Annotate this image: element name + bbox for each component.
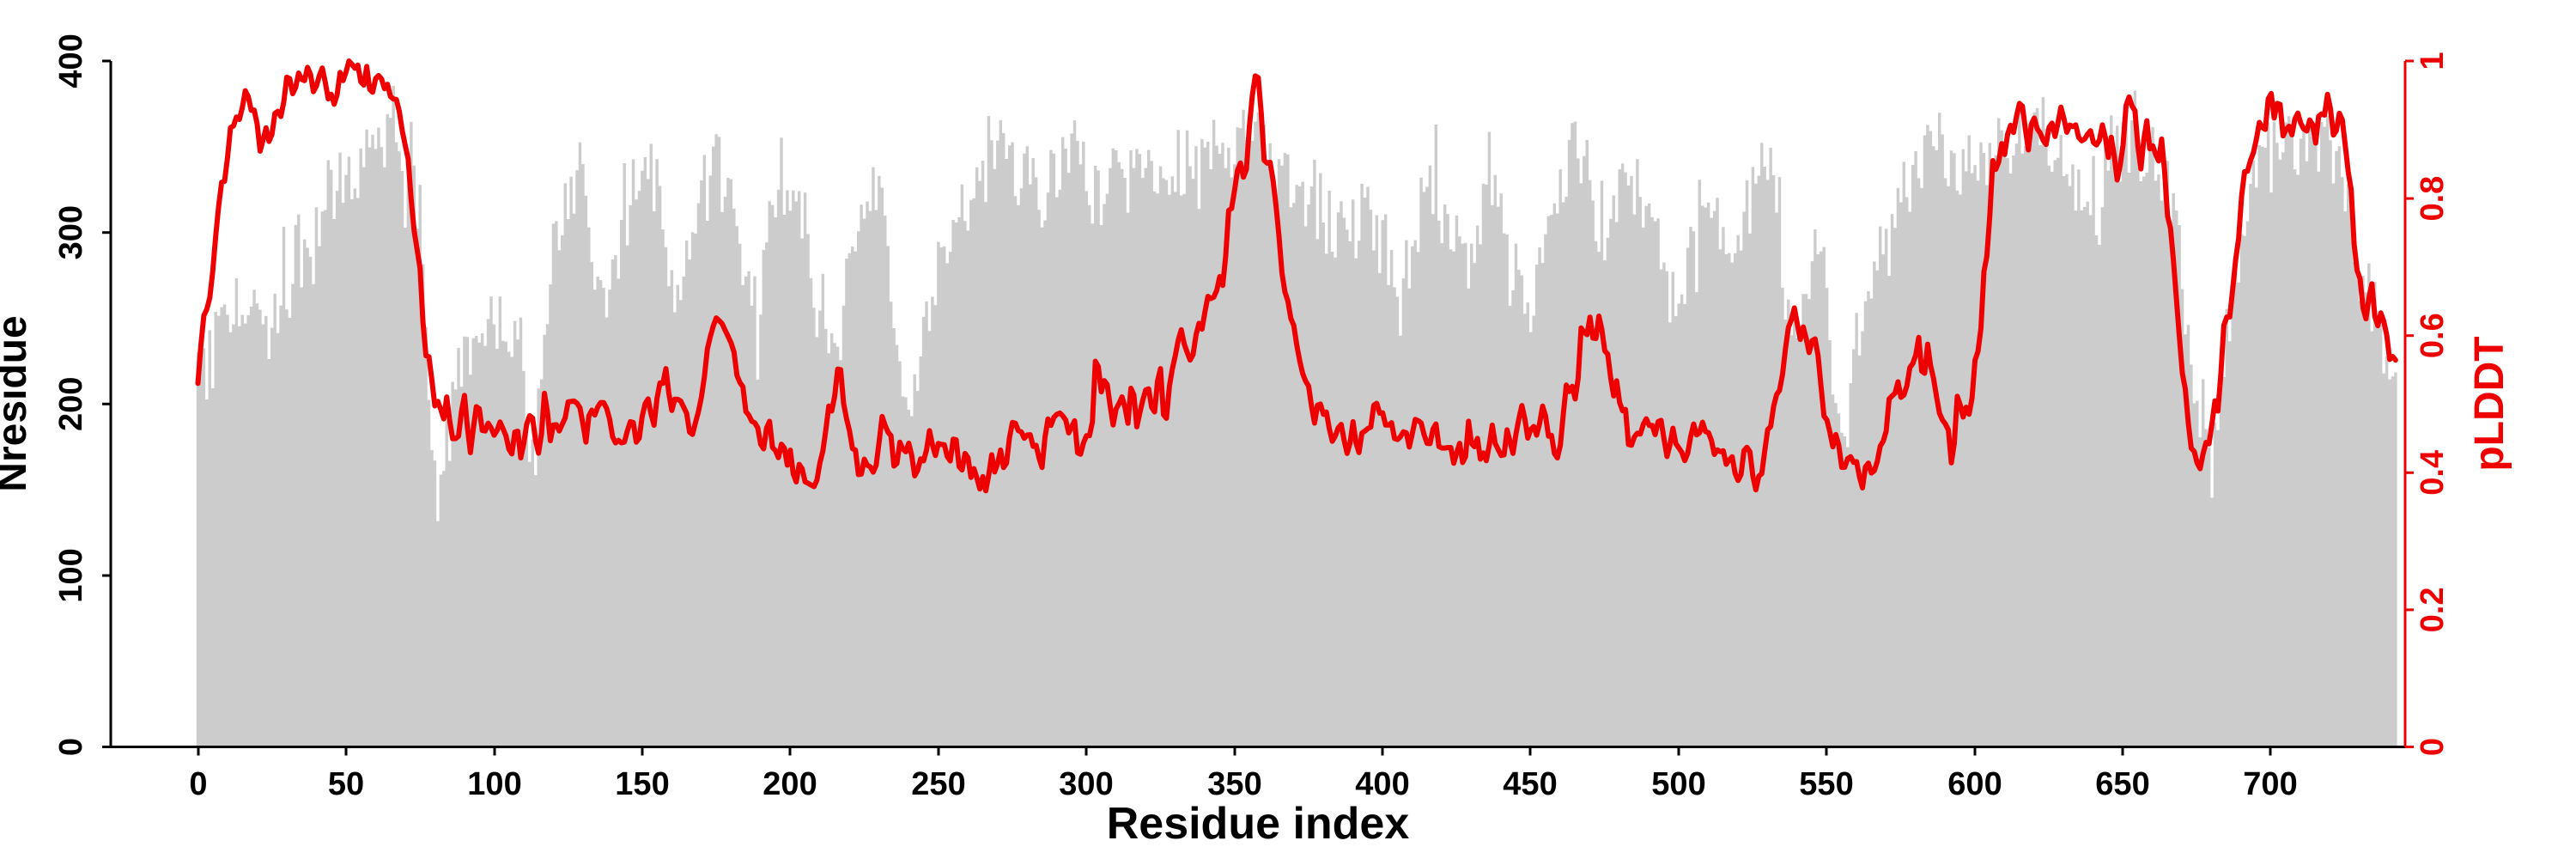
svg-text:400: 400 xyxy=(1355,766,1409,802)
svg-text:250: 250 xyxy=(911,766,965,802)
svg-text:700: 700 xyxy=(2243,766,2297,802)
svg-text:450: 450 xyxy=(1503,766,1557,802)
svg-text:0: 0 xyxy=(2415,738,2451,756)
svg-text:100: 100 xyxy=(53,548,89,602)
svg-text:650: 650 xyxy=(2095,766,2149,802)
svg-text:150: 150 xyxy=(615,766,669,802)
svg-text:0.6: 0.6 xyxy=(2415,313,2451,358)
svg-text:50: 50 xyxy=(328,766,364,802)
svg-text:0.2: 0.2 xyxy=(2415,587,2451,632)
svg-text:200: 200 xyxy=(53,377,89,431)
svg-text:0.8: 0.8 xyxy=(2415,176,2451,222)
svg-text:pLDDT: pLDDT xyxy=(2467,336,2512,471)
svg-text:Residue index: Residue index xyxy=(1107,799,1410,849)
svg-text:Nresidue: Nresidue xyxy=(0,315,35,491)
svg-text:300: 300 xyxy=(53,205,89,259)
svg-text:0.4: 0.4 xyxy=(2415,450,2451,496)
svg-text:400: 400 xyxy=(53,34,89,88)
svg-text:0: 0 xyxy=(189,766,207,802)
svg-text:500: 500 xyxy=(1651,766,1705,802)
svg-text:0: 0 xyxy=(53,738,89,756)
svg-text:600: 600 xyxy=(1947,766,2002,802)
svg-text:550: 550 xyxy=(1799,766,1853,802)
svg-text:100: 100 xyxy=(467,766,521,802)
svg-text:200: 200 xyxy=(762,766,817,802)
svg-text:1: 1 xyxy=(2415,52,2451,70)
svg-text:350: 350 xyxy=(1207,766,1261,802)
svg-text:300: 300 xyxy=(1059,766,1113,802)
